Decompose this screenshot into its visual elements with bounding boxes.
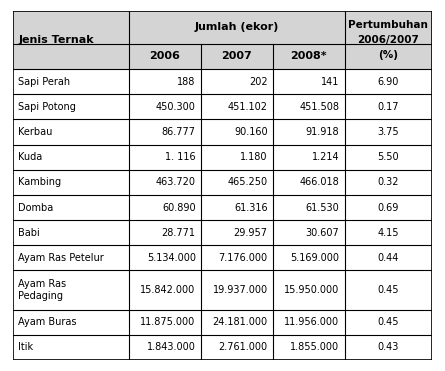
- Text: 0.44: 0.44: [377, 253, 399, 263]
- Bar: [13, 309, 432, 335]
- Text: 3.75: 3.75: [377, 127, 399, 137]
- Text: 2007: 2007: [221, 52, 252, 62]
- Text: Ayam Ras Petelur: Ayam Ras Petelur: [18, 253, 104, 263]
- Text: 60.890: 60.890: [162, 203, 196, 213]
- Text: 451.508: 451.508: [299, 102, 340, 112]
- Text: 6.90: 6.90: [377, 77, 399, 87]
- Text: Jenis Ternak: Jenis Ternak: [18, 35, 94, 45]
- Text: 466.018: 466.018: [300, 177, 340, 187]
- Bar: [13, 94, 432, 119]
- Text: 463.720: 463.720: [156, 177, 196, 187]
- Text: Itik: Itik: [18, 342, 33, 352]
- Text: 0.17: 0.17: [377, 102, 399, 112]
- Text: 19.937.000: 19.937.000: [212, 285, 267, 295]
- Text: 61.316: 61.316: [234, 203, 267, 213]
- Text: 5.50: 5.50: [377, 152, 399, 162]
- Text: 24.181.000: 24.181.000: [212, 317, 267, 327]
- Text: 2.761.000: 2.761.000: [218, 342, 267, 352]
- Bar: [13, 220, 432, 245]
- Text: 141: 141: [321, 77, 340, 87]
- Text: 5.169.000: 5.169.000: [291, 253, 340, 263]
- Bar: [13, 335, 432, 360]
- Text: 90.160: 90.160: [234, 127, 267, 137]
- Text: 0.69: 0.69: [377, 203, 399, 213]
- Bar: [13, 11, 432, 69]
- Text: 202: 202: [249, 77, 267, 87]
- Text: 5.134.000: 5.134.000: [147, 253, 196, 263]
- Text: 29.957: 29.957: [234, 228, 267, 238]
- Text: Domba: Domba: [18, 203, 53, 213]
- Text: Sapi Perah: Sapi Perah: [18, 77, 70, 87]
- Text: Jumlah (ekor): Jumlah (ekor): [194, 23, 279, 33]
- Text: 30.607: 30.607: [306, 228, 340, 238]
- Text: Kerbau: Kerbau: [18, 127, 53, 137]
- Text: 28.771: 28.771: [162, 228, 196, 238]
- Text: 11.875.000: 11.875.000: [141, 317, 196, 327]
- Text: Babi: Babi: [18, 228, 40, 238]
- Text: 86.777: 86.777: [162, 127, 196, 137]
- Bar: [13, 245, 432, 270]
- Text: 0.43: 0.43: [377, 342, 399, 352]
- Text: 1. 116: 1. 116: [165, 152, 196, 162]
- Text: Ayam Ras
Pedaging: Ayam Ras Pedaging: [18, 279, 66, 301]
- Text: 2006: 2006: [150, 52, 180, 62]
- Text: 188: 188: [177, 77, 196, 87]
- Text: 91.918: 91.918: [306, 127, 340, 137]
- Text: 450.300: 450.300: [156, 102, 196, 112]
- Text: Kambing: Kambing: [18, 177, 61, 187]
- Text: Ayam Buras: Ayam Buras: [18, 317, 77, 327]
- Text: 0.32: 0.32: [377, 177, 399, 187]
- Text: Pertumbuhan
2006/2007
(%): Pertumbuhan 2006/2007 (%): [348, 20, 428, 60]
- Text: 465.250: 465.250: [227, 177, 267, 187]
- Bar: [13, 270, 432, 309]
- Text: 4.15: 4.15: [377, 228, 399, 238]
- Text: 1.214: 1.214: [312, 152, 340, 162]
- Text: 451.102: 451.102: [227, 102, 267, 112]
- Bar: [13, 145, 432, 170]
- Text: 1.180: 1.180: [240, 152, 267, 162]
- Text: 1.855.000: 1.855.000: [290, 342, 340, 352]
- Text: 11.956.000: 11.956.000: [284, 317, 340, 327]
- Text: 0.45: 0.45: [377, 285, 399, 295]
- Text: 61.530: 61.530: [306, 203, 340, 213]
- Bar: [13, 119, 432, 145]
- Text: 1.843.000: 1.843.000: [147, 342, 196, 352]
- Text: 15.842.000: 15.842.000: [141, 285, 196, 295]
- Bar: [13, 195, 432, 220]
- Bar: [13, 170, 432, 195]
- Text: Sapi Potong: Sapi Potong: [18, 102, 76, 112]
- Text: 0.45: 0.45: [377, 317, 399, 327]
- Text: 2008*: 2008*: [290, 52, 327, 62]
- Text: 15.950.000: 15.950.000: [284, 285, 340, 295]
- Text: Kuda: Kuda: [18, 152, 43, 162]
- Bar: [13, 69, 432, 94]
- Text: 7.176.000: 7.176.000: [218, 253, 267, 263]
